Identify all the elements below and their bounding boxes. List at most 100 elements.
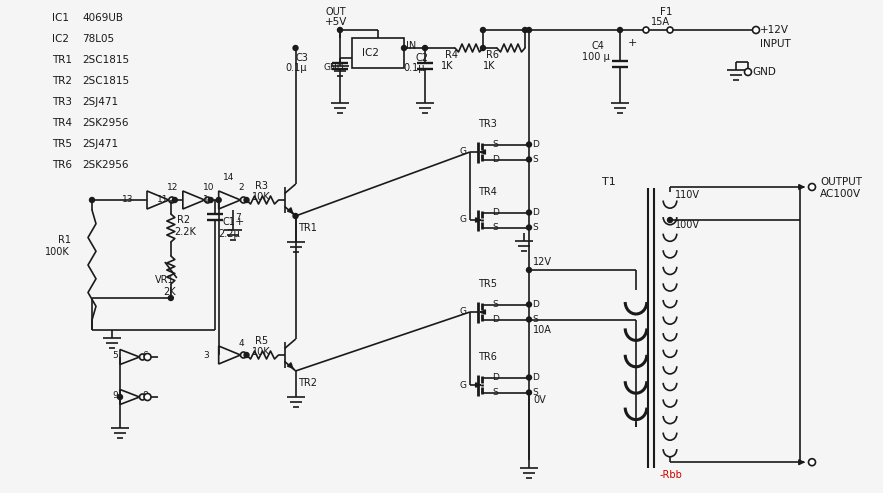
Text: 0V: 0V <box>533 395 546 405</box>
Circle shape <box>169 295 173 301</box>
Circle shape <box>523 28 527 33</box>
Text: 9: 9 <box>112 390 118 399</box>
Circle shape <box>526 302 532 307</box>
Text: IN: IN <box>406 41 416 51</box>
Circle shape <box>172 198 177 203</box>
Text: TR1: TR1 <box>52 55 72 65</box>
Text: S: S <box>493 223 498 232</box>
Text: 14: 14 <box>223 174 234 182</box>
Text: +12V: +12V <box>760 25 789 35</box>
Circle shape <box>667 27 673 33</box>
Text: 2.2μ: 2.2μ <box>219 229 240 239</box>
Circle shape <box>293 45 298 50</box>
Text: T1: T1 <box>602 177 615 187</box>
Text: R4: R4 <box>445 50 458 60</box>
Circle shape <box>526 317 532 322</box>
Text: 12: 12 <box>167 183 178 192</box>
Text: D: D <box>532 373 539 382</box>
Text: TR1: TR1 <box>298 223 317 233</box>
Text: 15A: 15A <box>651 17 670 27</box>
Text: TR2: TR2 <box>52 76 72 86</box>
Text: C2: C2 <box>415 53 428 63</box>
Circle shape <box>809 183 816 190</box>
Text: TR6: TR6 <box>52 160 72 170</box>
Text: S: S <box>532 388 538 397</box>
Text: 110V: 110V <box>675 190 700 200</box>
Circle shape <box>480 28 486 33</box>
Text: TR3: TR3 <box>478 119 497 129</box>
Text: TR5: TR5 <box>52 139 72 149</box>
Text: IC1: IC1 <box>52 13 69 23</box>
Circle shape <box>526 142 532 147</box>
Circle shape <box>643 27 649 33</box>
Text: S: S <box>493 300 498 309</box>
Circle shape <box>526 268 532 273</box>
Text: +: + <box>628 38 638 48</box>
Text: 0.1μ: 0.1μ <box>403 63 425 73</box>
Text: OUTPUT: OUTPUT <box>820 177 862 187</box>
Text: 2SC1815: 2SC1815 <box>82 55 129 65</box>
Circle shape <box>668 217 673 222</box>
Circle shape <box>337 28 343 33</box>
Text: R3: R3 <box>254 181 268 191</box>
Circle shape <box>117 394 123 399</box>
Circle shape <box>526 210 532 215</box>
Text: 1K: 1K <box>483 61 495 71</box>
Text: 100K: 100K <box>45 247 70 257</box>
Circle shape <box>526 375 532 380</box>
Text: 3: 3 <box>203 351 208 359</box>
Text: IC2: IC2 <box>52 34 69 44</box>
Text: S: S <box>493 388 498 397</box>
Text: 10A: 10A <box>533 325 552 335</box>
Text: 6: 6 <box>142 351 148 359</box>
Text: TR4: TR4 <box>478 187 497 197</box>
Circle shape <box>244 352 249 357</box>
Text: 12V: 12V <box>533 257 552 267</box>
Text: S: S <box>532 315 538 324</box>
Text: S: S <box>493 140 498 149</box>
Text: VR1: VR1 <box>155 275 175 285</box>
Circle shape <box>244 198 249 203</box>
Text: 1: 1 <box>203 196 208 205</box>
Text: 1K: 1K <box>441 61 454 71</box>
Text: TR2: TR2 <box>298 378 318 388</box>
Text: 10K: 10K <box>252 347 270 357</box>
Text: 4069UB: 4069UB <box>82 13 123 23</box>
Text: 13: 13 <box>122 196 133 205</box>
Text: G: G <box>460 308 467 317</box>
Text: G: G <box>460 381 467 389</box>
Text: R1: R1 <box>58 235 71 245</box>
Text: D: D <box>532 208 539 217</box>
Circle shape <box>144 353 151 360</box>
Text: 2K: 2K <box>162 287 176 297</box>
Bar <box>352 38 404 68</box>
Text: 2SJ471: 2SJ471 <box>82 139 118 149</box>
Text: R6: R6 <box>486 50 499 60</box>
Text: 2SK2956: 2SK2956 <box>82 118 129 128</box>
Text: 100 μ: 100 μ <box>582 52 610 62</box>
Text: C3: C3 <box>296 53 309 63</box>
Text: TR4: TR4 <box>52 118 72 128</box>
Text: GND: GND <box>324 64 344 72</box>
Text: +: + <box>235 217 244 227</box>
Text: 100V: 100V <box>675 220 700 230</box>
Text: TR6: TR6 <box>478 352 497 362</box>
Text: 8: 8 <box>142 390 148 399</box>
Text: D: D <box>493 208 500 217</box>
Text: G: G <box>460 215 467 224</box>
Circle shape <box>809 458 816 466</box>
Circle shape <box>144 393 151 400</box>
Text: 0.1μ: 0.1μ <box>285 63 306 73</box>
Text: +5V: +5V <box>325 17 347 27</box>
Text: 2SC1815: 2SC1815 <box>82 76 129 86</box>
Text: 4: 4 <box>238 339 244 348</box>
Text: C4: C4 <box>592 41 605 51</box>
Text: 7: 7 <box>236 213 241 222</box>
Text: -Rbb: -Rbb <box>660 470 683 480</box>
Text: 2: 2 <box>238 183 244 192</box>
Text: 2SK2956: 2SK2956 <box>82 160 129 170</box>
Text: R5: R5 <box>254 336 268 346</box>
Text: C1: C1 <box>223 217 236 227</box>
Circle shape <box>208 198 213 203</box>
Text: S: S <box>532 223 538 232</box>
